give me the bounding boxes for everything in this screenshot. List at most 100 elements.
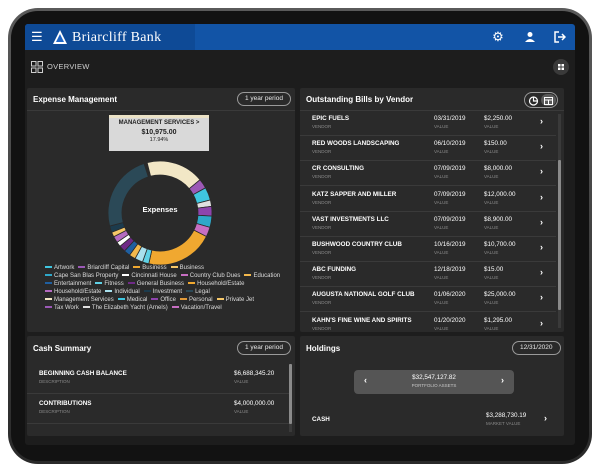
legend-item[interactable]: Education <box>244 272 280 280</box>
legend-item[interactable]: Investment <box>143 288 182 296</box>
carousel-next-icon[interactable]: › <box>501 375 504 385</box>
brand-name: Briarcliff Bank <box>72 30 162 45</box>
vendor-caption: VENDOR <box>312 124 332 129</box>
tablet-bezel: ☰ Briarcliff Bank ⚙ OVERVIEW <box>11 11 589 461</box>
vendor-row[interactable]: VAST INVESTMENTS LLC VENDOR 07/09/2019 VALU… <box>300 212 556 237</box>
chevron-right-icon[interactable]: › <box>540 216 543 227</box>
legend-item[interactable]: Vacation/Travel <box>171 304 222 312</box>
bill-date-caption: VALUE <box>434 224 449 230</box>
legend-item[interactable]: Individual <box>105 288 140 296</box>
holding-row[interactable]: CASH $3,288,730.19 MARKET VALUE › <box>300 408 564 436</box>
bill-value: $15.00 <box>484 266 504 274</box>
settings-icon[interactable]: ⚙ <box>492 29 504 44</box>
legend-item[interactable]: Cincinnati House <box>122 272 177 280</box>
vendor-row[interactable]: KATZ SAPPER AND MILLER VENDOR 07/09/2019 VA… <box>300 187 556 212</box>
user-icon[interactable] <box>521 28 539 46</box>
apps-button[interactable] <box>553 59 569 75</box>
chevron-right-icon[interactable]: › <box>540 116 543 126</box>
cash-list: BEGINNING CASH BALANCE DESCRIPTION $6,688,… <box>27 360 289 436</box>
legend-item[interactable]: Legal <box>186 288 210 296</box>
legend-item[interactable]: Briarcliff Capital <box>78 264 129 272</box>
legend-item[interactable]: Fitness <box>95 280 124 288</box>
vendor-row[interactable]: CR CONSULTING VENDOR 07/09/2019 VALUE $8,000… <box>300 161 556 187</box>
table-view-button[interactable] <box>541 94 556 106</box>
bills-panel-title: Outstanding Bills by Vendor <box>306 95 414 104</box>
legend-swatch <box>143 290 151 293</box>
legend-label: Cape San Blas Property <box>54 273 119 279</box>
vendor-row[interactable]: EPIC FUELS VENDOR 03/31/2019 VALUE $2,250.00… <box>300 111 556 136</box>
cash-scrollbar[interactable] <box>289 364 292 432</box>
legend-item[interactable]: Household/Estate <box>188 280 244 288</box>
expense-legend: Artwork Briarcliff Capital Business Busines… <box>45 264 285 312</box>
legend-label: Cincinnati House <box>131 273 177 279</box>
vendor-name: VAST INVESTMENTS LLC <box>312 215 389 223</box>
legend-item[interactable]: The Elizabeth Yacht (Arnels) <box>82 304 168 312</box>
legend-swatch <box>171 306 179 309</box>
cash-row[interactable]: CONTRIBUTIONS DESCRIPTION $4,000,000.00 VAL… <box>27 394 289 424</box>
bill-date-caption: VALUE <box>434 250 449 255</box>
legend-item[interactable]: Business <box>170 264 204 272</box>
legend-item[interactable]: Business <box>133 264 167 272</box>
donut-slice[interactable] <box>146 160 201 190</box>
vendor-row[interactable]: BUSHWOOD COUNTRY CLUB VENDOR 10/16/2019 VAL… <box>300 237 556 262</box>
chart-view-button[interactable] <box>526 94 541 106</box>
legend-item[interactable]: Cape San Blas Property <box>45 272 118 280</box>
vendor-row[interactable]: RED WOODS LANDSCAPING VENDOR 06/10/2019 VAL… <box>300 136 556 162</box>
legend-item[interactable]: Entertainment <box>45 280 91 288</box>
bill-date: 03/31/2019 <box>434 115 466 122</box>
vendor-row[interactable]: KAHN'S FINE WINE AND SPIRITS VENDOR 01/20/… <box>300 313 556 332</box>
legend-item[interactable]: Medical <box>117 296 147 304</box>
legend-item[interactable]: Country Club Dues <box>180 272 240 280</box>
chevron-right-icon[interactable]: › <box>540 166 543 177</box>
vendor-name: KATZ SAPPER AND MILLER <box>312 190 397 198</box>
donut-slice[interactable] <box>107 163 149 227</box>
logout-icon[interactable] <box>551 28 569 46</box>
bill-value: $8,900.00 <box>484 215 513 223</box>
holdings-date-button[interactable]: 12/31/2020 <box>512 341 561 355</box>
legend-label: Tax Work <box>54 305 79 311</box>
chevron-right-icon[interactable]: › <box>544 413 547 423</box>
donut-slice[interactable] <box>148 229 207 266</box>
legend-label: Business <box>179 265 204 271</box>
chevron-right-icon[interactable]: › <box>540 267 543 278</box>
carousel-prev-icon[interactable]: ‹ <box>364 375 367 385</box>
bill-date-caption: VALUE <box>434 300 449 306</box>
chevron-right-icon[interactable]: › <box>540 191 543 202</box>
expense-donut-chart[interactable] <box>105 158 215 268</box>
menu-icon[interactable]: ☰ <box>31 29 43 44</box>
legend-item[interactable]: Office <box>151 296 176 304</box>
legend-label: Personal <box>188 297 213 303</box>
expense-tooltip[interactable]: MANAGEMENT SERVICES > $10,975.00 17.94% <box>109 115 209 151</box>
chevron-right-icon[interactable]: › <box>540 242 543 252</box>
chevron-right-icon[interactable]: › <box>540 317 543 328</box>
legend-label: Household/Estate <box>54 289 102 295</box>
cash-scroll-thumb[interactable] <box>289 364 292 424</box>
legend-item[interactable]: Tax Work <box>45 304 79 312</box>
chevron-right-icon[interactable]: › <box>540 292 543 303</box>
legend-swatch <box>180 274 188 277</box>
legend-swatch <box>45 298 52 301</box>
bill-value: $25,000.00 <box>484 291 516 299</box>
legend-item[interactable]: Personal <box>179 296 213 304</box>
legend-item[interactable]: General Business <box>127 280 184 288</box>
vendor-scroll-thumb[interactable] <box>558 160 561 310</box>
expense-period-button[interactable]: 1 year period <box>237 92 291 106</box>
legend-swatch <box>45 266 52 269</box>
vendor-scrollbar[interactable] <box>558 114 561 328</box>
bill-value: $1,295.00 <box>484 316 513 324</box>
vendor-row[interactable]: AUGUSTA NATIONAL GOLF CLUB VENDOR 01/06/20… <box>300 287 556 313</box>
view-toggle[interactable] <box>524 92 558 108</box>
holdings-panel-title: Holdings <box>306 344 341 353</box>
legend-item[interactable]: Private Jet <box>216 296 254 304</box>
legend-swatch <box>45 274 52 277</box>
legend-label: Private Jet <box>225 297 254 303</box>
divider <box>300 110 564 111</box>
vendor-row[interactable]: ABC FUNDING VENDOR 12/18/2019 VALUE $15.00 VA… <box>300 262 556 288</box>
legend-item[interactable]: Household/Estate <box>45 288 101 296</box>
legend-item[interactable]: Artwork <box>45 264 74 272</box>
cash-period-button[interactable]: 1 year period <box>237 341 291 355</box>
cash-row[interactable]: BEGINNING CASH BALANCE DESCRIPTION $6,688,… <box>27 364 289 394</box>
chevron-right-icon[interactable]: › <box>540 141 543 152</box>
bill-date: 10/16/2019 <box>434 241 466 248</box>
legend-item[interactable]: Management Services <box>45 296 114 304</box>
